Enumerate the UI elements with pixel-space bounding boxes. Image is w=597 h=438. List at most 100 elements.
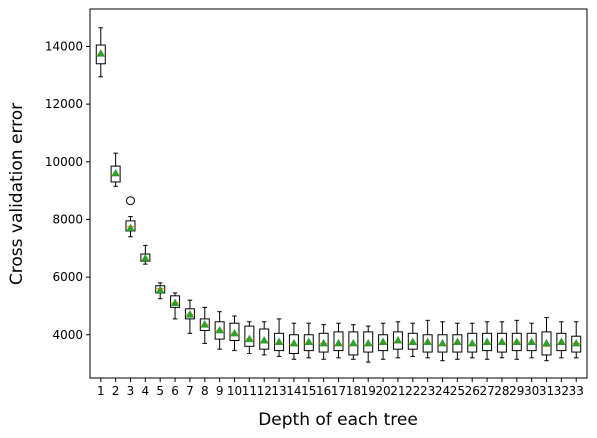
box-group (318, 324, 329, 360)
mean-marker (572, 338, 581, 347)
box-group (407, 322, 418, 357)
mean-marker (141, 253, 150, 262)
box-group (110, 152, 121, 187)
mean-marker (126, 223, 135, 232)
mean-marker (274, 337, 284, 345)
y-tick-label: 8000 (52, 212, 83, 226)
x-tick-label: 1 (97, 384, 105, 398)
mean-marker (482, 337, 492, 345)
x-tick-label: 14 (286, 384, 301, 398)
x-tick-label: 31 (539, 384, 554, 398)
x-tick-label: 16 (316, 384, 331, 398)
mean-marker (230, 328, 239, 337)
box-group (244, 321, 255, 354)
x-tick-label: 15 (301, 384, 316, 398)
box-group (199, 306, 210, 344)
box-group (333, 322, 344, 359)
mean-marker (185, 310, 195, 318)
box-group (259, 321, 270, 356)
mean-marker (542, 338, 551, 347)
box-group (214, 311, 225, 350)
box-group (363, 325, 374, 363)
y-axis-title: Cross validation error (7, 103, 27, 285)
x-tick-label: 27 (479, 384, 494, 398)
x-tick-label: 18 (346, 384, 361, 398)
box-group (125, 196, 136, 238)
mean-marker (557, 337, 566, 345)
y-axis: 4000 6000 8000 10000 12000 14000 (45, 39, 90, 342)
mean-marker (378, 337, 388, 345)
mean-marker (393, 336, 403, 344)
x-tick-label: 11 (242, 384, 257, 398)
x-tick-label: 26 (465, 384, 480, 398)
box-group (140, 244, 151, 265)
x-tick-label: 3 (127, 384, 135, 398)
box-group (571, 321, 582, 359)
box-group (556, 321, 567, 359)
x-tick-label: 25 (450, 384, 465, 398)
box-group (392, 321, 403, 359)
x-tick-label: 13 (271, 384, 286, 398)
x-tick-label: 20 (375, 384, 390, 398)
box-group (348, 324, 359, 360)
x-tick-label: 22 (405, 384, 420, 398)
y-tick-label: 12000 (45, 97, 83, 111)
x-tick-label: 10 (227, 384, 242, 398)
box-group (452, 322, 463, 360)
box-group (288, 322, 299, 360)
mean-marker (245, 334, 254, 343)
box-group (437, 321, 448, 362)
y-tick-label: 10000 (45, 155, 83, 169)
mean-marker (289, 338, 299, 347)
outlier-point (125, 196, 135, 206)
x-tick-label: 32 (554, 384, 569, 398)
mean-marker (111, 168, 120, 177)
mean-marker (260, 336, 269, 344)
box-group (541, 316, 552, 362)
mean-marker (349, 338, 358, 347)
y-tick-label: 14000 (45, 39, 83, 53)
x-tick-label: 28 (494, 384, 509, 398)
mean-marker (364, 338, 373, 347)
box-group (303, 322, 314, 359)
box-group (482, 321, 493, 360)
box-group (274, 318, 285, 357)
y-tick-label: 6000 (52, 270, 83, 284)
mean-marker (423, 337, 432, 345)
mean-marker (453, 337, 462, 345)
box-group (378, 322, 389, 360)
box-group (511, 319, 522, 360)
x-tick-label: 33 (569, 384, 584, 398)
x-tick-label: 19 (361, 384, 376, 398)
x-tick-label: 17 (331, 384, 346, 398)
x-tick-label: 6 (171, 384, 179, 398)
x-tick-label: 9 (216, 384, 224, 398)
x-tick-label: 29 (509, 384, 524, 398)
box-group (496, 321, 507, 359)
x-tick-label: 4 (142, 384, 150, 398)
mean-marker (156, 285, 165, 294)
mean-marker (527, 337, 536, 345)
x-tick-label: 7 (186, 384, 194, 398)
x-axis: 1 2 3 4 5 6 7 8 9 10 11 12 13 14 15 16 17 18 19 20 21 22 23 24 2… (97, 378, 584, 398)
mean-marker (512, 337, 521, 345)
mean-marker (468, 338, 477, 347)
boxes (95, 27, 582, 363)
x-axis-title: Depth of each tree (258, 410, 418, 430)
x-tick-label: 12 (257, 384, 272, 398)
box-group (95, 27, 106, 78)
box-group (422, 319, 433, 359)
box-group (184, 299, 195, 334)
box-group (526, 322, 537, 359)
box-group (155, 282, 166, 300)
box-group (467, 322, 478, 359)
x-tick-label: 21 (390, 384, 405, 398)
mean-marker (438, 338, 447, 347)
x-tick-label: 8 (201, 384, 209, 398)
x-tick-label: 2 (112, 384, 120, 398)
plot-frame (89, 8, 588, 379)
mean-marker (334, 338, 343, 347)
mean-marker (215, 325, 224, 334)
x-tick-label: 30 (524, 384, 539, 398)
